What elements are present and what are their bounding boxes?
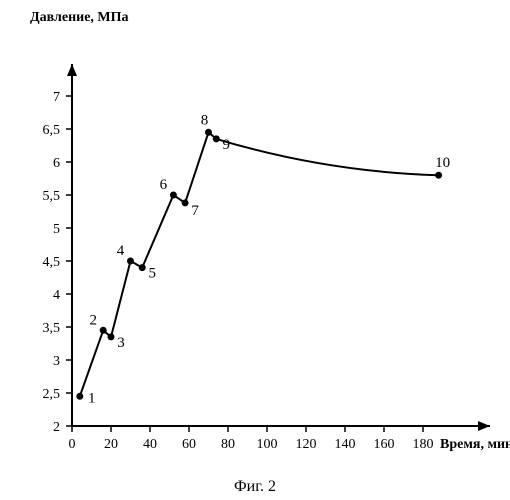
x-tick-label: 20 [104,437,118,452]
y-tick-label: 5 [53,222,60,237]
x-axis-label: Время, мин [440,437,510,452]
chart-container: { "title_y": "Давление, МПа", "title_x":… [0,0,510,500]
y-tick-label: 4 [53,288,60,303]
data-point-label: 1 [88,390,96,406]
data-point-label: 2 [89,312,97,328]
data-point-label: 6 [160,177,168,193]
y-tick-label: 2 [53,420,60,435]
data-point-label: 3 [117,335,125,351]
x-tick-label: 140 [335,437,356,452]
x-tick-label: 80 [221,437,235,452]
data-point [170,192,177,199]
y-tick-label: 2,5 [43,387,61,402]
data-curve [80,132,439,396]
data-point [182,199,189,206]
figure-caption: Фиг. 2 [0,478,510,496]
data-point [213,135,220,142]
data-point-label: 10 [435,155,450,171]
y-tick-label: 6,5 [43,123,61,138]
pressure-time-chart: 0 20 40 60 80 100 120 140 160 180 Время, мин 2 2,5 3 3… [0,34,510,474]
y-axis-arrow-icon [67,64,77,76]
x-tick-label: 60 [182,437,196,452]
y-tick-label: 3 [53,354,60,369]
y-tick-label: 4,5 [43,255,61,270]
x-tick-label: 0 [69,437,76,452]
y-tick-label: 6 [53,156,60,171]
x-tick-label: 180 [413,437,434,452]
x-axis-arrow-icon [478,421,490,431]
x-tick-label: 120 [296,437,317,452]
x-tick-label: 100 [257,437,278,452]
x-tick-label: 40 [143,437,157,452]
data-point-label: 5 [148,266,156,282]
data-point-label: 7 [191,203,199,219]
data-point-label: 8 [201,112,209,128]
y-tick-label: 3,5 [43,321,61,336]
data-point-label: 9 [223,137,231,153]
y-tick-label: 7 [53,90,60,105]
data-point [108,333,115,340]
data-point [127,258,134,265]
y-axis-label: Давление, МПа [30,10,129,26]
data-point [139,264,146,271]
y-tick-label: 5,5 [43,189,61,204]
data-point [100,327,107,334]
data-point [205,129,212,136]
x-tick-label: 160 [374,437,395,452]
data-point [435,172,442,179]
data-point-label: 4 [117,243,125,259]
data-point [76,393,83,400]
